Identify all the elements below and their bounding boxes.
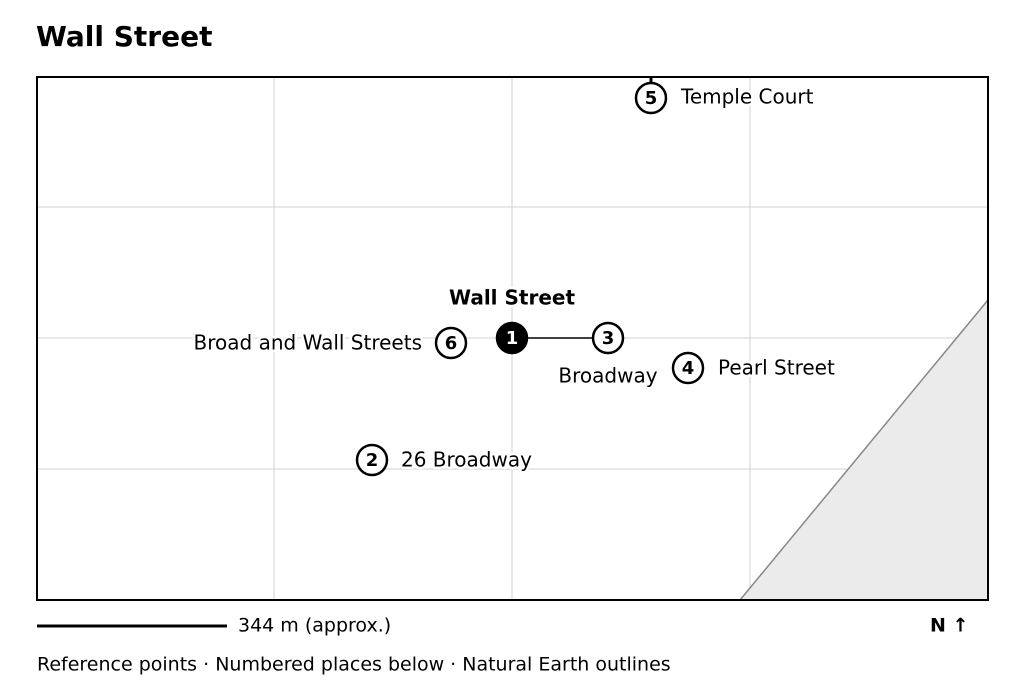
scale-label: 344 m (approx.) [238,615,391,637]
place-number: 3 [602,328,615,349]
place-marker [671,351,705,385]
place-number: 5 [645,88,658,109]
place-label: Broadway [558,364,657,388]
title: Wall Street [36,20,212,53]
map-frame: 1 Wall Street 2 26 Broadway 3 Broadway 4 Pearl … [36,76,989,601]
place-label: 26 Broadway [401,448,532,472]
place-marker [634,81,668,115]
north-arrow: N ↑ [930,615,968,637]
place-marker [355,443,389,477]
place-marker [495,321,529,355]
places: 1 Wall Street 2 26 Broadway 3 Broadway 4 Pearl … [191,81,837,477]
place-marker [591,321,625,355]
place-label: Temple Court [680,85,814,109]
map-border [36,76,989,601]
place-number: 1 [506,328,519,349]
place-label: Wall Street [449,286,575,310]
footer: Reference points · Numbered places below… [37,654,671,676]
place-marker [434,326,468,360]
place-label: Broad and Wall Streets [194,331,422,355]
place-number: 4 [682,358,695,379]
place-number: 2 [366,450,379,471]
place-number: 6 [445,333,458,354]
place-label: Pearl Street [718,356,835,380]
